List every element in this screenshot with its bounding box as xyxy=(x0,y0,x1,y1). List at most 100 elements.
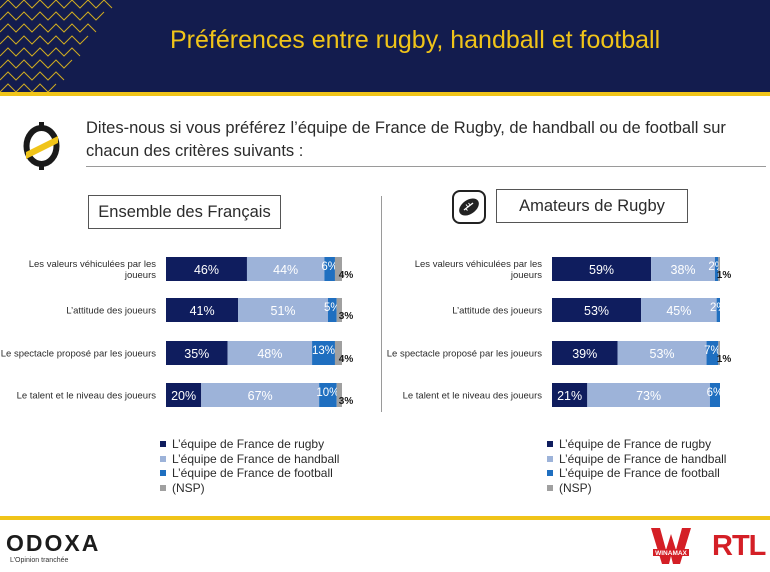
legend-item-nsp: (NSP) xyxy=(547,481,726,496)
rugby-ball-icon xyxy=(452,190,486,224)
data-label: 6% xyxy=(321,261,338,273)
data-label: 5% xyxy=(324,302,341,314)
bar-segment-football xyxy=(709,383,720,407)
category-label: Le spectacle proposé par les joueurs xyxy=(1,349,157,360)
legend-label: L’équipe de France de football xyxy=(559,466,720,481)
legend-item-handball: L’équipe de France de handball xyxy=(547,452,726,467)
legend-label: L’équipe de France de football xyxy=(172,466,333,481)
winamax-wordmark: WINAMAX xyxy=(655,550,687,557)
bar-segment-handball xyxy=(617,341,707,365)
category-label: Le spectacle proposé par les joueurs xyxy=(387,349,543,360)
data-label: 1% xyxy=(717,270,732,281)
winamax-logo: WINAMAX xyxy=(651,528,691,564)
data-label: 38% xyxy=(671,263,696,277)
bar-segment-nsp xyxy=(336,298,342,322)
data-label: 13% xyxy=(312,345,335,357)
bar-segment-football xyxy=(319,383,337,407)
data-label: 41% xyxy=(190,304,215,318)
page-title: Préférences entre rugby, handball et foo… xyxy=(170,26,661,54)
data-label: 4% xyxy=(339,354,354,365)
data-label: 44% xyxy=(273,263,298,277)
data-label: 6% xyxy=(707,387,724,399)
data-label: 2% xyxy=(708,261,725,273)
header-pattern-decoration xyxy=(0,0,113,92)
data-label: 20% xyxy=(171,389,196,403)
legend-label: L’équipe de France de handball xyxy=(559,451,727,466)
odoxa-question-icon xyxy=(23,122,60,170)
header-banner: Préférences entre rugby, handball et foo… xyxy=(0,0,770,92)
panel-title-amateurs: Amateurs de Rugby xyxy=(496,189,688,223)
data-label: 59% xyxy=(589,263,614,277)
category-label: L’attitude des joueurs xyxy=(452,306,542,317)
question-divider xyxy=(86,166,766,167)
data-label: 10% xyxy=(316,387,339,399)
panel-title-ensemble: Ensemble des Français xyxy=(88,195,281,229)
data-label: 3% xyxy=(339,396,354,407)
bar-segment-football xyxy=(716,298,720,322)
data-label: 39% xyxy=(572,347,597,361)
bar-segment-nsp xyxy=(334,257,342,281)
bar-segment-rugby xyxy=(166,257,247,281)
category-label: joueurs xyxy=(124,270,156,281)
header-divider xyxy=(0,92,770,96)
panel-divider xyxy=(381,196,382,412)
data-label: 53% xyxy=(650,347,675,361)
legend-swatch-nsp xyxy=(160,484,166,491)
bar-segment-nsp xyxy=(718,257,720,281)
bar-segment-nsp xyxy=(334,341,342,365)
bar-segment-handball xyxy=(227,341,313,365)
bar-segment-rugby xyxy=(552,383,588,407)
data-label: 3% xyxy=(339,311,354,322)
data-label: 51% xyxy=(271,304,296,318)
bar-segment-handball xyxy=(238,298,328,322)
question-text: Dites-nous si vous préférez l’équipe de … xyxy=(86,119,726,160)
data-label: 45% xyxy=(666,304,691,318)
data-label: 2% xyxy=(710,302,727,314)
legend-item-nsp: (NSP) xyxy=(160,481,339,496)
odoxa-logo: ODOXA xyxy=(6,530,101,556)
data-label: 35% xyxy=(184,347,209,361)
legend-item-rugby: L’équipe de France de rugby xyxy=(160,437,339,452)
data-label: 73% xyxy=(636,389,661,403)
category-label: Le talent et le niveau des joueurs xyxy=(403,391,543,402)
legend-item-rugby: L’équipe de France de rugby xyxy=(547,437,726,452)
odoxa-tagline: L’Opinion tranchée xyxy=(10,557,69,564)
data-label: 46% xyxy=(194,263,219,277)
legend-label: (NSP) xyxy=(559,480,592,495)
bar-segment-football xyxy=(706,341,719,365)
footer-divider xyxy=(0,516,770,520)
legend-swatch-football xyxy=(160,470,166,477)
bar-segment-nsp xyxy=(336,383,342,407)
legend-swatch-nsp xyxy=(547,484,553,491)
data-label: 1% xyxy=(717,354,732,365)
legend-item-handball: L’équipe de France de handball xyxy=(160,452,339,467)
legend-amateurs: L’équipe de France de rugby L’équipe de … xyxy=(547,437,726,495)
data-label: 21% xyxy=(557,389,582,403)
bar-segment-rugby xyxy=(552,257,652,281)
category-label: joueurs xyxy=(510,270,542,281)
legend-label: L’équipe de France de handball xyxy=(172,451,340,466)
bar-segment-rugby xyxy=(166,298,239,322)
bar-segment-handball xyxy=(641,298,717,322)
bar-segment-football xyxy=(327,298,337,322)
legend-swatch-handball xyxy=(160,455,166,462)
category-label: Les valeurs véhiculées par les xyxy=(29,259,157,270)
legend-ensemble: L’équipe de France de rugby L’équipe de … xyxy=(160,437,339,495)
bar-segment-nsp xyxy=(718,341,720,365)
data-label: 53% xyxy=(584,304,609,318)
legend-swatch-rugby xyxy=(547,441,553,448)
legend-label: L’équipe de France de rugby xyxy=(559,437,712,452)
legend-item-football: L’équipe de France de football xyxy=(160,466,339,481)
legend-item-football: L’équipe de France de football xyxy=(547,466,726,481)
legend-swatch-football xyxy=(547,470,553,477)
bar-segment-football xyxy=(324,257,335,281)
bar-segment-handball xyxy=(201,383,320,407)
rtl-logo: RTL xyxy=(712,530,766,562)
data-label: 7% xyxy=(704,345,721,357)
legend-label: L’équipe de France de rugby xyxy=(172,437,325,452)
bar-segment-football xyxy=(714,257,719,281)
category-label: L’attitude des joueurs xyxy=(66,306,156,317)
bar-segment-rugby xyxy=(166,341,228,365)
data-label: 4% xyxy=(339,270,354,281)
